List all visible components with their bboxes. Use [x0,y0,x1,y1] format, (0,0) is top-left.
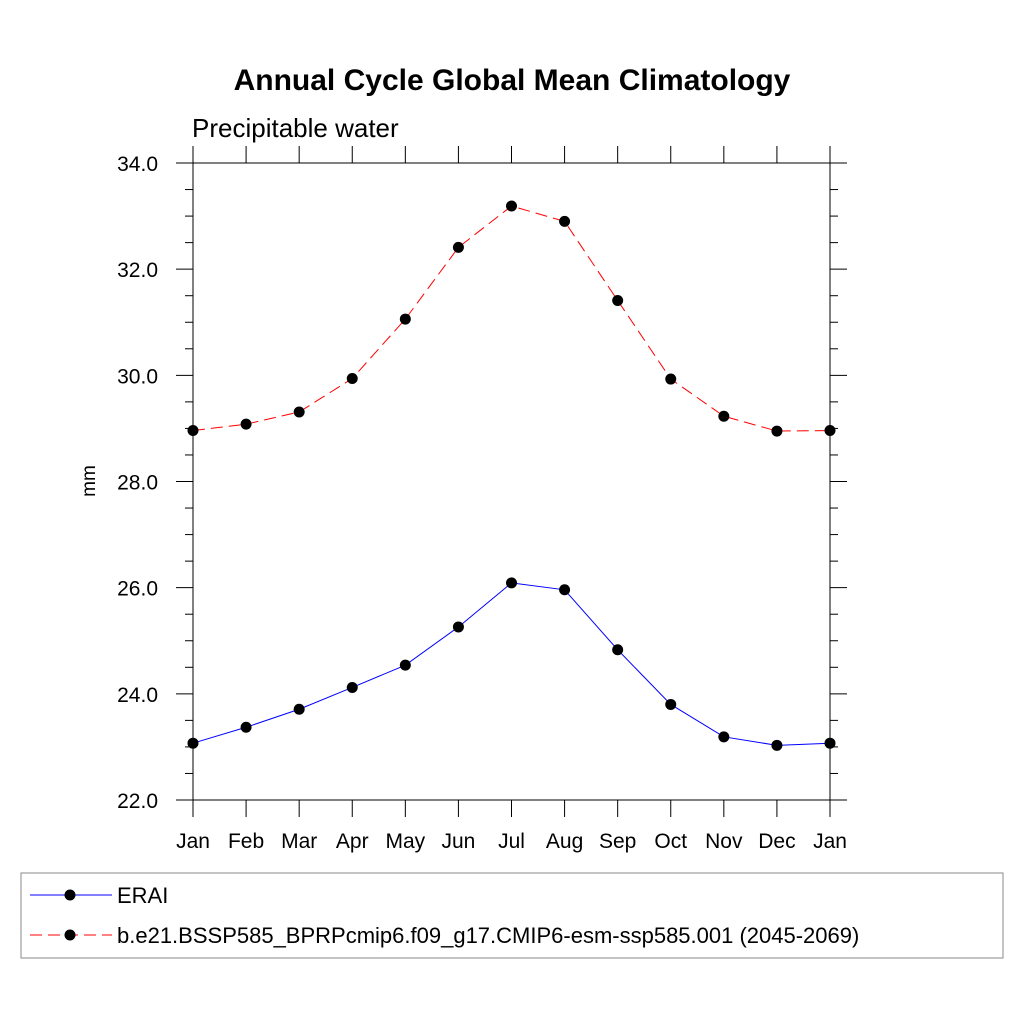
series-point [506,577,517,589]
series-point [506,200,517,212]
x-tick-label: Feb [228,830,264,853]
series-line [192,205,831,432]
y-tick-label: 28.0 [117,472,158,495]
x-tick-label: Mar [281,830,317,853]
legend: ERAI b.e21.BSSP585_BPRPcmip6.f09_g17.CMIP… [20,872,1004,959]
x-tick-label: Nov [705,830,743,853]
series-point [559,584,571,596]
y-tick-label: 32.0 [117,259,158,282]
series-point [399,313,411,325]
series-1 [187,577,836,751]
x-tick-label: May [385,830,425,853]
series-point [771,739,783,751]
y-tick-label: 30.0 [117,365,158,388]
series-layer [187,200,836,751]
series-point [293,406,305,418]
x-tick-label: Aug [546,830,583,853]
series-2 [187,200,836,437]
x-tick-label: Dec [758,830,795,853]
series-point [240,721,252,733]
series-point [559,215,571,227]
y-tick-label: 34.0 [117,153,158,176]
series-point [612,294,624,306]
series-point [293,703,305,715]
chart-title: Annual Cycle Global Mean Climatology [234,64,791,97]
axis-ticks: 22.0 24.0 26.0 28.0 30.0 32.0 34.0 Jan Feb Mar Apr… [117,146,847,853]
series-point [612,644,624,656]
legend-box [20,872,1004,959]
series-point [452,621,464,633]
series-point [771,425,783,437]
y-tick-label: 24.0 [117,684,158,707]
x-tick-label: Apr [336,830,369,853]
series-point [718,410,730,422]
legend-marker-1 [64,889,76,901]
series-point [824,737,836,749]
y-tick-label: 26.0 [117,578,158,601]
series-point [399,659,411,671]
legend-label-2: b.e21.BSSP585_BPRPcmip6.f09_g17.CMIP6-es… [117,923,859,948]
series-point [346,681,358,693]
y-axis-label: mm [79,465,100,497]
y-tick-label: 22.0 [117,790,158,813]
x-tick-label: Sep [599,830,636,853]
x-tick-label: Jan [176,830,210,853]
plot-border [192,162,831,801]
series-point [187,737,199,749]
series-point [346,373,358,385]
series-line [192,582,831,746]
x-tick-label: Jun [441,830,475,853]
plot-frame [192,162,831,801]
series-point [665,373,677,385]
series-point [718,731,730,743]
series-point [452,241,464,253]
series-point [187,425,199,437]
x-tick-label: Oct [654,830,687,853]
legend-label-1: ERAI [117,883,168,908]
x-tick-label: Jul [498,830,525,853]
x-tick-label: Jan [813,830,847,853]
series-point [665,698,677,710]
legend-marker-2 [64,929,76,941]
series-point [824,425,836,437]
series-point [240,418,252,430]
chart-subtitle: Precipitable water [192,113,399,143]
